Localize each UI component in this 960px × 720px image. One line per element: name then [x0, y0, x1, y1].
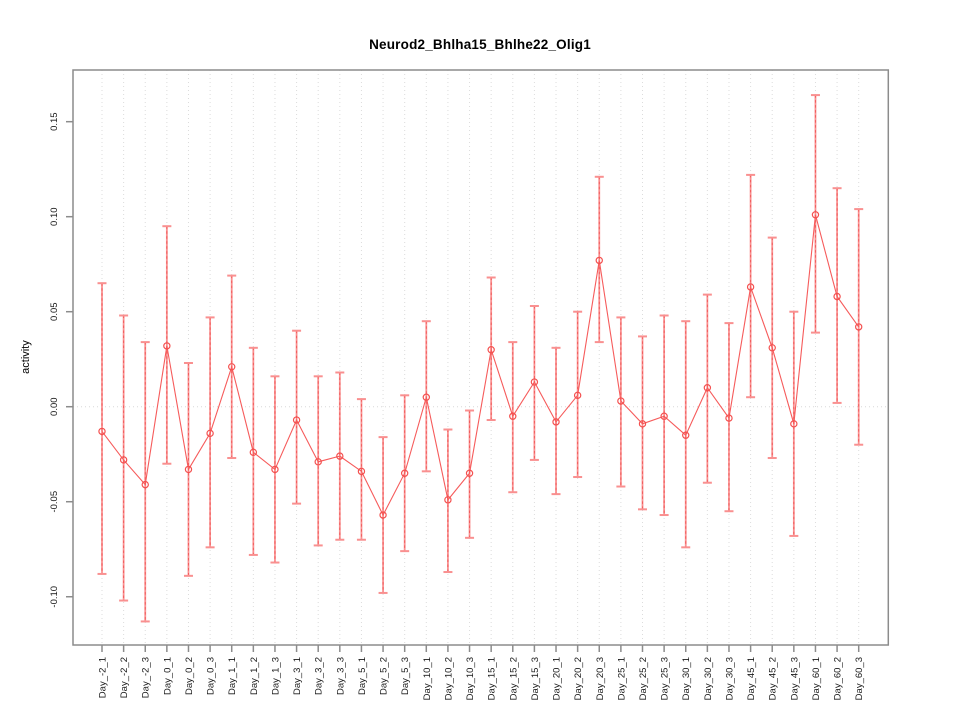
x-tick-label: Day_20_2 [573, 657, 584, 700]
x-tick-label: Day_3_2 [314, 657, 325, 695]
data-point [703, 384, 712, 392]
data-point [552, 418, 560, 426]
data-point [530, 378, 539, 386]
data-point [228, 363, 236, 371]
data-point [790, 420, 798, 428]
x-tick-label: Day_10_2 [443, 657, 454, 700]
x-tick-label: Day_45_3 [789, 657, 800, 700]
x-tick-label: Day_3_3 [335, 657, 346, 695]
data-point [163, 342, 171, 350]
data-point [855, 323, 863, 331]
y-tick-label: 0.00 [49, 397, 60, 416]
x-tick-label: Day_20_1 [552, 657, 563, 700]
x-tick-label: Day_60_3 [854, 657, 865, 700]
data-point [271, 465, 279, 474]
x-tick-label: Day_5_1 [357, 657, 368, 695]
x-tick-label: Day_30_1 [681, 657, 692, 700]
y-tick-label: -0.05 [49, 491, 60, 513]
x-tick-label: Day_5_2 [379, 657, 390, 695]
data-point [682, 431, 690, 439]
y-tick-label: -0.10 [49, 586, 60, 608]
data-point [98, 427, 106, 436]
x-tick-label: Day_0_2 [184, 657, 195, 695]
data-point [400, 469, 409, 477]
data-point [422, 393, 430, 401]
data-point [746, 283, 755, 291]
x-tick-label: Day_60_2 [833, 657, 844, 700]
x-tick-label: Day_15_1 [487, 657, 498, 700]
x-tick-label: Day_45_2 [768, 657, 779, 700]
series-line [101, 214, 860, 517]
data-point [573, 391, 582, 400]
data-point [465, 469, 474, 477]
chart-title: Neurod2_Bhlha15_Bhlhe22_Olig1 [369, 37, 591, 52]
data-point [725, 414, 733, 422]
data-point [811, 211, 820, 219]
data-point [833, 292, 841, 301]
x-tick-label: Day_1_2 [249, 657, 260, 695]
data-point [119, 456, 128, 464]
data-point [206, 429, 214, 438]
x-tick-label: Day_5_3 [400, 657, 411, 695]
x-tick-label: Day_1_1 [227, 657, 238, 695]
x-tick-label: Day_-2_2 [119, 657, 130, 698]
y-tick-label: 0.05 [49, 302, 60, 321]
x-tick-label: Day_15_3 [530, 657, 541, 700]
x-tick-label: Day_25_2 [638, 657, 649, 700]
x-tick-label: Day_3_1 [292, 657, 303, 695]
data-point [314, 458, 322, 466]
x-tick-label: Day_25_1 [616, 657, 627, 700]
data-point [768, 344, 776, 352]
x-tick-label: Day_10_1 [422, 657, 433, 700]
data-point [595, 256, 603, 265]
x-tick-label: Day_10_3 [465, 657, 476, 700]
data-point [249, 448, 258, 457]
data-point [444, 496, 452, 504]
x-tick-label: Day_60_1 [811, 657, 822, 700]
data-point [336, 452, 344, 460]
x-tick-label: Day_0_1 [162, 657, 173, 695]
data-point [487, 346, 495, 354]
data-point [509, 412, 517, 420]
x-tick-label: Day_-2_3 [141, 657, 152, 698]
data-point [617, 397, 625, 405]
x-tick-label: Day_45_1 [746, 657, 757, 700]
data-point [379, 511, 387, 519]
x-tick-label: Day_1_3 [270, 657, 281, 695]
data-point [357, 467, 366, 476]
x-tick-label: Day_30_2 [703, 657, 714, 700]
y-tick-label: 0.15 [49, 112, 60, 131]
data-point [660, 412, 668, 420]
x-tick-label: Day_25_3 [660, 657, 671, 700]
data-point [141, 480, 149, 489]
x-tick-label: Day_15_2 [508, 657, 519, 700]
plot-border [72, 69, 890, 646]
y-tick-label: 0.10 [49, 207, 60, 226]
data-point [638, 420, 647, 428]
x-tick-label: Day_20_3 [595, 657, 606, 700]
x-tick-label: Day_0_3 [206, 657, 217, 695]
data-point [292, 416, 301, 424]
data-point [184, 465, 193, 474]
x-tick-label: Day_-2_1 [98, 657, 109, 698]
x-tick-label: Day_30_3 [724, 657, 735, 700]
